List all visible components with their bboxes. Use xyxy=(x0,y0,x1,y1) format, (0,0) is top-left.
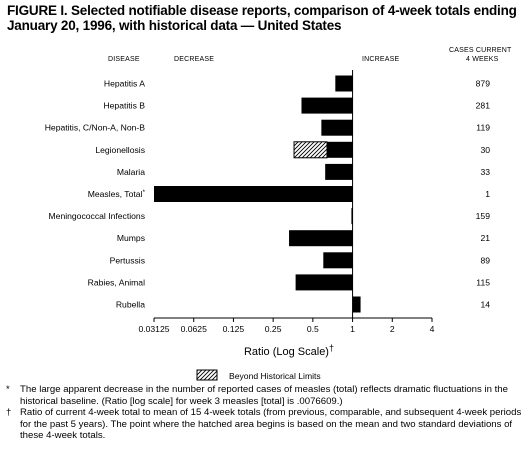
disease-label: Rubella xyxy=(116,300,145,310)
disease-label: Measles, Total* xyxy=(88,189,146,199)
x-tick-label: 1 xyxy=(350,324,355,334)
footnote-mark: * xyxy=(6,384,10,395)
cases-value: 33 xyxy=(480,167,490,177)
disease-label: Pertussis xyxy=(110,255,145,265)
increase-header: INCREASE xyxy=(362,56,400,63)
legend-hatch-swatch xyxy=(196,369,218,381)
x-axis-label: Ratio (Log Scale)† xyxy=(244,343,334,358)
bar xyxy=(325,163,353,180)
footnote-mark: † xyxy=(6,407,12,419)
bar xyxy=(289,230,353,247)
x-tick-label: 0.25 xyxy=(265,324,282,334)
disease-label: Meningococcal Infections xyxy=(49,211,146,221)
footnotes: * The large apparent decrease in the num… xyxy=(6,384,524,442)
disease-label: Mumps xyxy=(117,233,145,243)
bar xyxy=(301,97,353,114)
footnote-ratio: † Ratio of current 4-week total to mean … xyxy=(6,407,524,442)
footnote-text: Ratio of current 4-week total to mean of… xyxy=(20,407,522,442)
x-axis: 0.03125 0.0625 0.125 0.25 0.5 1 2 4 Ratio (Log S… xyxy=(138,70,435,358)
chart-row: Pertussis 89 xyxy=(110,252,490,269)
chart-row: Hepatitis B 281 xyxy=(103,97,491,114)
x-tick-label: 0.0625 xyxy=(181,324,208,334)
x-tick-label: 0.5 xyxy=(307,324,319,334)
disease-label: Hepatitis A xyxy=(104,79,145,89)
chart-row: Measles, Total* 1 xyxy=(88,186,490,202)
decrease-header: DECREASE xyxy=(174,56,215,63)
chart-row: Mumps 21 xyxy=(117,230,490,247)
cases-value: 281 xyxy=(476,101,491,111)
x-tick-label: 4 xyxy=(430,324,435,334)
cases-value: 115 xyxy=(476,277,490,287)
bar xyxy=(352,296,361,313)
cases-value: 30 xyxy=(480,145,490,155)
chart-row: Rubella 14 xyxy=(116,296,490,313)
footnote-measles: * The large apparent decrease in the num… xyxy=(6,384,524,407)
bar xyxy=(351,208,353,225)
cases-value: 159 xyxy=(476,211,491,221)
disease-label: Rabies, Animal xyxy=(88,277,145,287)
cases-value: 879 xyxy=(476,79,491,89)
cases-value: 14 xyxy=(480,300,490,310)
chart-row: Meningococcal Infections 159 xyxy=(49,208,491,225)
disease-label: Malaria xyxy=(117,167,145,177)
chart-row: Malaria 33 xyxy=(117,163,490,180)
legend-label: Beyond Historical Limits xyxy=(229,371,321,381)
x-tick-label: 0.03125 xyxy=(138,324,169,334)
bar xyxy=(327,141,353,158)
x-tick-label: 2 xyxy=(390,324,395,334)
disease-label: Legionellosis xyxy=(95,145,145,155)
chart-row: Rabies, Animal 115 xyxy=(88,274,490,291)
cases-header-line2: 4 WEEKS xyxy=(466,56,499,63)
cases-value: 1 xyxy=(485,189,490,199)
bar xyxy=(295,274,353,291)
chart-row: Hepatitis A 879 xyxy=(104,75,491,92)
disease-label: Hepatitis B xyxy=(103,101,145,111)
legend: Beyond Historical Limits xyxy=(196,369,321,381)
disease-label: Hepatitis, C/Non-A, Non-B xyxy=(45,123,146,133)
disease-header: DISEASE xyxy=(108,56,140,63)
cases-value: 21 xyxy=(480,233,490,243)
cases-header-line1: CASES CURRENT xyxy=(449,47,512,54)
bar xyxy=(154,186,353,202)
chart-row: Legionellosis 30 xyxy=(95,141,490,159)
beyond-limits-bar xyxy=(293,141,328,159)
chart-row: Hepatitis, C/Non-A, Non-B 119 xyxy=(45,119,490,136)
footnote-text: The large apparent decrease in the numbe… xyxy=(20,384,508,407)
x-tick-label: 0.125 xyxy=(223,324,245,334)
bar xyxy=(323,252,353,269)
chart-rows: Hepatitis A 879 Hepatitis B 281 Hepatitis, C… xyxy=(45,75,491,313)
bar xyxy=(335,75,353,92)
bar xyxy=(321,119,353,136)
bar-chart: Hepatitis A 879 Hepatitis B 281 Hepatitis, C… xyxy=(45,70,491,381)
cases-value: 119 xyxy=(476,123,490,133)
cases-value: 89 xyxy=(480,255,490,265)
figure-title: FIGURE I. Selected notifiable disease re… xyxy=(7,3,517,33)
